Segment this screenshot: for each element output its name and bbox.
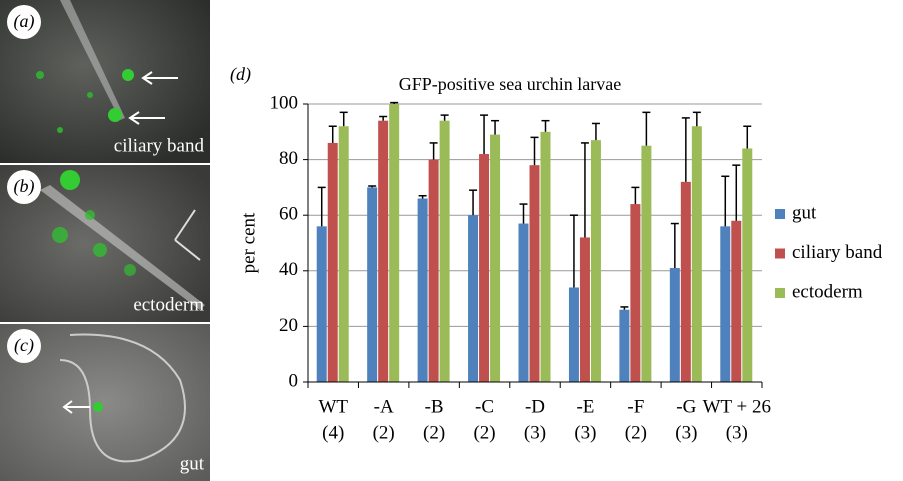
legend-label: ectoderm [792, 281, 863, 302]
x-tick-label: -D [525, 396, 545, 417]
bar [468, 215, 478, 382]
y-tick-label: 0 [289, 370, 299, 391]
x-tick-label: -F [627, 396, 644, 417]
bar [670, 268, 680, 382]
error-bar [631, 187, 639, 204]
x-tick-label: -G [676, 396, 696, 417]
bar [389, 104, 399, 382]
bar [519, 224, 529, 382]
panel-label: (a) [14, 11, 35, 32]
chart-title: GFP-positive sea urchin larvae [399, 74, 621, 94]
bar [339, 126, 349, 382]
bar [731, 221, 741, 382]
bar [418, 199, 428, 382]
error-bar [329, 126, 337, 143]
y-tick-label: 40 [279, 259, 298, 280]
bar [328, 143, 338, 382]
bar [429, 160, 439, 382]
error-bar [379, 117, 387, 121]
x-tick-label: WT [318, 396, 348, 417]
image-caption: ciliary band [114, 135, 205, 156]
x-tick-count: (2) [423, 422, 445, 443]
x-tick-count: (3) [574, 422, 596, 443]
bar [742, 148, 752, 382]
bar [591, 140, 601, 382]
error-bar [469, 190, 477, 215]
error-bar [581, 143, 589, 238]
y-tick-label: 100 [270, 92, 299, 113]
bar [580, 237, 590, 382]
x-tick-count: (3) [726, 422, 748, 443]
panel-label: (b) [14, 176, 35, 197]
x-tick-count: (2) [625, 422, 647, 443]
error-bar [441, 115, 449, 121]
panel-label: (c) [14, 335, 34, 356]
y-tick-label: 80 [279, 148, 298, 169]
error-bar [480, 115, 488, 154]
error-bar [340, 112, 348, 126]
bar [479, 154, 489, 382]
error-bar [570, 215, 578, 287]
error-bar [682, 118, 690, 182]
x-tick-count: (2) [373, 422, 395, 443]
figure: (d) GFP-positive sea urchin larvae per c… [0, 0, 903, 481]
error-bar [671, 224, 679, 268]
x-tick-count: (2) [473, 422, 495, 443]
legend-swatch [775, 249, 785, 259]
bar [681, 182, 691, 382]
error-bar [721, 176, 729, 226]
bar [530, 165, 540, 382]
error-bar [542, 121, 550, 132]
error-bar [318, 187, 326, 226]
error-bar [592, 123, 600, 140]
error-bar [732, 165, 740, 221]
bar [541, 132, 551, 382]
y-tick-label: 20 [279, 315, 298, 336]
x-tick-count: (4) [322, 422, 344, 443]
error-bar [620, 307, 628, 310]
error-bar [430, 143, 438, 160]
error-bar [520, 204, 528, 223]
error-bar [368, 186, 376, 187]
error-bar [419, 196, 427, 199]
legend-swatch [775, 288, 785, 298]
bar [317, 226, 327, 382]
image-caption: gut [180, 453, 205, 474]
error-bar [491, 121, 499, 135]
x-tick-label: -B [425, 396, 444, 417]
y-axis-label: per cent [238, 212, 259, 273]
x-tick-label: -A [374, 396, 394, 417]
error-bar [743, 126, 751, 148]
page: {"images": [ {"label": "(a)", "caption":… [0, 0, 903, 481]
x-tick-count: (3) [524, 422, 546, 443]
bar [641, 146, 651, 382]
bar [720, 226, 730, 382]
image-caption: ectoderm [133, 294, 204, 315]
bar [378, 121, 388, 382]
x-tick-count: (3) [675, 422, 697, 443]
x-tick-label: -E [576, 396, 594, 417]
error-bar [531, 137, 539, 165]
x-tick-label: -C [475, 396, 494, 417]
bar [619, 310, 629, 382]
bar [367, 187, 377, 382]
bar [440, 121, 450, 382]
y-tick-label: 60 [279, 204, 298, 225]
legend-swatch [775, 209, 785, 219]
error-bar [642, 112, 650, 145]
bar [569, 287, 579, 382]
legend-label: gut [792, 202, 817, 223]
error-bar [693, 112, 701, 126]
bar [630, 204, 640, 382]
bar [490, 135, 500, 382]
legend-label: ciliary band [792, 242, 883, 263]
x-tick-label: WT + 26 [703, 396, 771, 417]
panel-label: (d) [230, 64, 251, 85]
bar [692, 126, 702, 382]
